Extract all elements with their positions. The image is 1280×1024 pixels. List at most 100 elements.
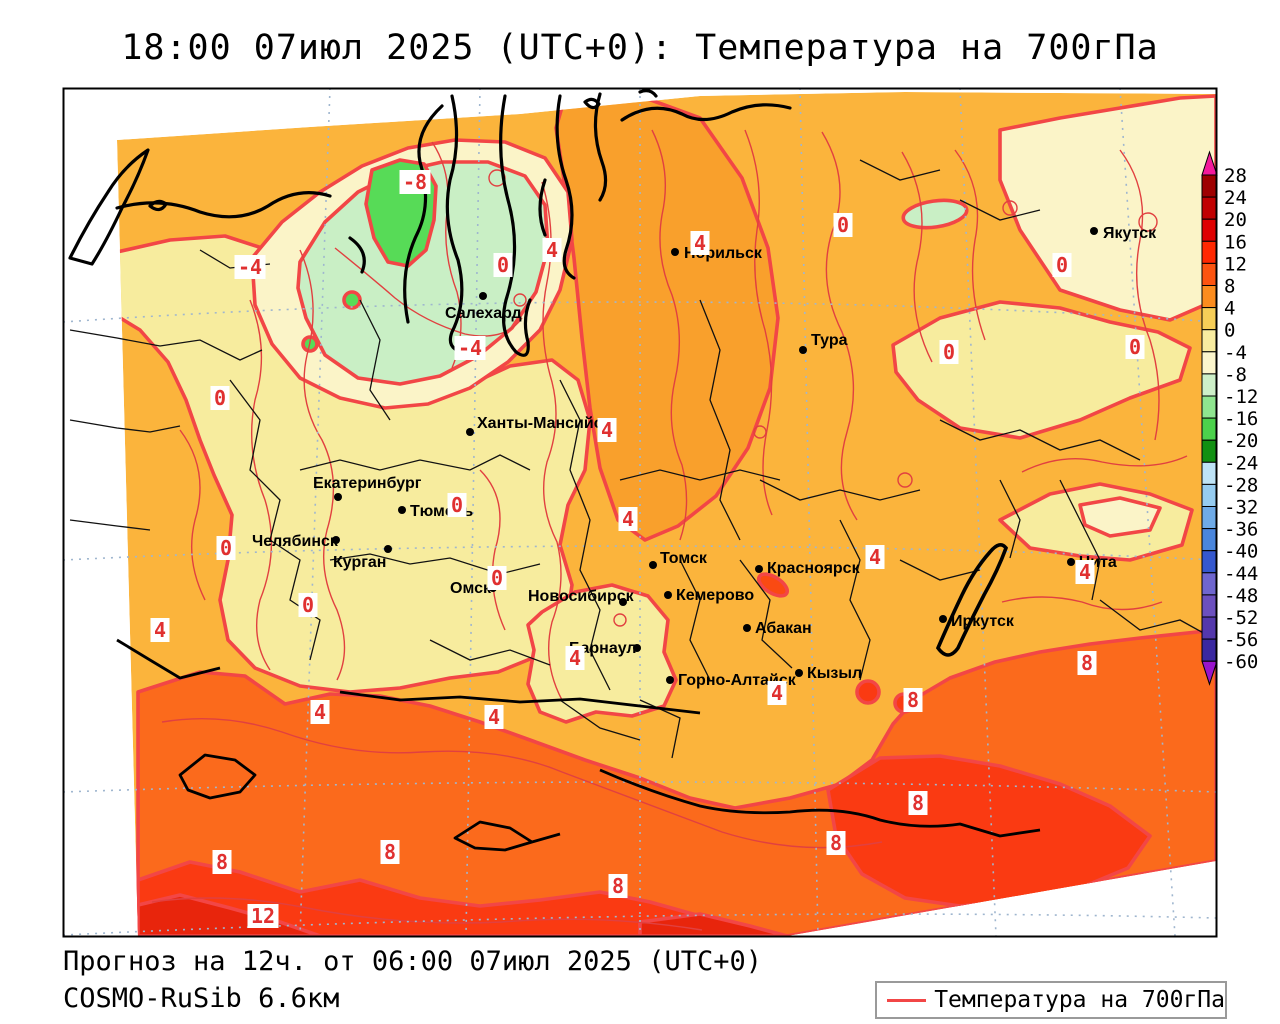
- contour-label: 4: [869, 545, 881, 569]
- zone-hot-spot-krasnoyarsk: [756, 572, 790, 598]
- colorbar-cell: [1201, 218, 1218, 242]
- city-markers: НорильскЯкутскСалехардТураХанты-Мансийск…: [252, 225, 1157, 689]
- contour-label: 0: [302, 593, 314, 617]
- city-dot: [671, 248, 679, 256]
- city-label: Екатеринбург: [313, 475, 422, 492]
- contour-label-box: [826, 831, 846, 855]
- colorbar-cell: [1201, 594, 1218, 618]
- thin-contour-blob: [1002, 200, 1018, 216]
- state-border: [178, 753, 257, 800]
- colorbar-cell: [1201, 351, 1218, 375]
- colorbar-cell: [1201, 417, 1218, 441]
- graticule-line: [959, 87, 997, 937]
- contour-label: 8: [830, 831, 842, 855]
- thin-contour-lines: [151, 129, 1188, 931]
- admin-border: [759, 479, 921, 501]
- colorbar-tick-label: -36: [1224, 519, 1258, 541]
- admin-border: [559, 379, 611, 691]
- lake-baikal: [935, 543, 1009, 657]
- legend-box: Температура на 700гПа: [875, 981, 1227, 1019]
- thin-contour: [179, 429, 206, 601]
- contour-label: 4: [694, 231, 706, 255]
- colorbar-tick-label: -60: [1224, 651, 1258, 673]
- contour-label-box: [690, 231, 710, 255]
- contour-label-box: [1077, 651, 1097, 675]
- city-dot: [649, 561, 657, 569]
- contour-label-box: [310, 700, 330, 724]
- admin-border-lines: [69, 159, 1217, 852]
- coastline: [445, 94, 464, 354]
- contour-label: 4: [154, 618, 166, 642]
- contour-label: 4: [546, 238, 558, 262]
- colorbar-tick-label: 4: [1224, 298, 1235, 320]
- colorbar-tick-label: 12: [1224, 253, 1247, 275]
- city-label: Горно-Алтайск: [678, 672, 797, 689]
- coastline: [555, 94, 576, 280]
- colorbar-cell: [1201, 483, 1218, 507]
- admin-border: [429, 639, 551, 666]
- colorbar-tick-label: 28: [1224, 165, 1247, 187]
- contour-label: 0: [451, 493, 463, 517]
- coastline: [403, 104, 444, 324]
- thin-contour: [431, 141, 462, 369]
- colorbar-cell: [1201, 439, 1218, 463]
- contour-label: 4: [601, 418, 613, 442]
- city-dot: [666, 676, 674, 684]
- colorbar-cell: [1201, 528, 1218, 552]
- admin-border: [69, 419, 181, 531]
- city-label: Барнаул: [569, 640, 637, 657]
- admin-border: [699, 299, 741, 541]
- colorbar-cell: [1201, 506, 1218, 530]
- city-label: Абакан: [755, 620, 812, 637]
- graticule-line: [62, 781, 1217, 793]
- admin-border: [1059, 479, 1101, 601]
- contour-label-box: [247, 904, 279, 928]
- contour-label-box: [833, 213, 853, 237]
- thin-contour-blob: [897, 472, 913, 488]
- contour-label: 0: [943, 340, 955, 364]
- city-dot: [332, 536, 340, 544]
- city-label: Якутск: [1103, 225, 1157, 242]
- admin-border: [859, 159, 1041, 221]
- thin-contour: [299, 249, 346, 681]
- thin-contour: [1119, 149, 1160, 441]
- colorbar-cell: [1201, 638, 1218, 662]
- contour-label: 4: [1079, 560, 1091, 584]
- admin-border: [69, 329, 263, 361]
- thin-contour: [821, 131, 858, 521]
- city-dot: [334, 493, 342, 501]
- colorbar-tick-label: -12: [1224, 386, 1258, 408]
- zone-pale-yellow-center: [526, 583, 678, 724]
- contour-label: 0: [220, 536, 232, 560]
- city-dot: [619, 598, 627, 606]
- contour-label: 8: [907, 688, 919, 712]
- colorbar-tick-label: -16: [1224, 408, 1258, 430]
- city-label: Курган: [333, 554, 386, 571]
- contour-label-box: [939, 340, 959, 364]
- thin-contour: [541, 181, 563, 701]
- contour-label-box: [903, 688, 923, 712]
- colorbar-tick-label: -56: [1224, 629, 1258, 651]
- contour-label: 8: [384, 840, 396, 864]
- colorbar-tick-label: 16: [1224, 231, 1247, 253]
- colorbar-tick-label: -48: [1224, 585, 1258, 607]
- coastline-lines: [68, 89, 1009, 657]
- city-dot: [633, 644, 641, 652]
- colorbar-cell: [1201, 285, 1218, 309]
- colorbar-tick-label: -32: [1224, 497, 1258, 519]
- forecast-lead-text: Прогноз на 12ч. от 06:00 07июл 2025 (UTC…: [63, 946, 762, 977]
- colorbar-tick-label: -40: [1224, 541, 1258, 563]
- colorbar-tick-label: -4: [1224, 342, 1247, 364]
- colorbar-cell: [1201, 572, 1218, 596]
- city-dot: [799, 346, 807, 354]
- city-label: Салехард: [445, 305, 522, 322]
- state-border: [453, 820, 561, 852]
- contour-label-box: [454, 336, 486, 360]
- thin-contour: [901, 151, 933, 363]
- contour-label: 0: [837, 213, 849, 237]
- zone-deep-red-bottom-mid: [638, 912, 789, 936]
- contour-label: 4: [569, 646, 581, 670]
- admin-border: [899, 559, 981, 581]
- city-dot: [398, 506, 406, 514]
- colorbar-cell: [1201, 461, 1218, 485]
